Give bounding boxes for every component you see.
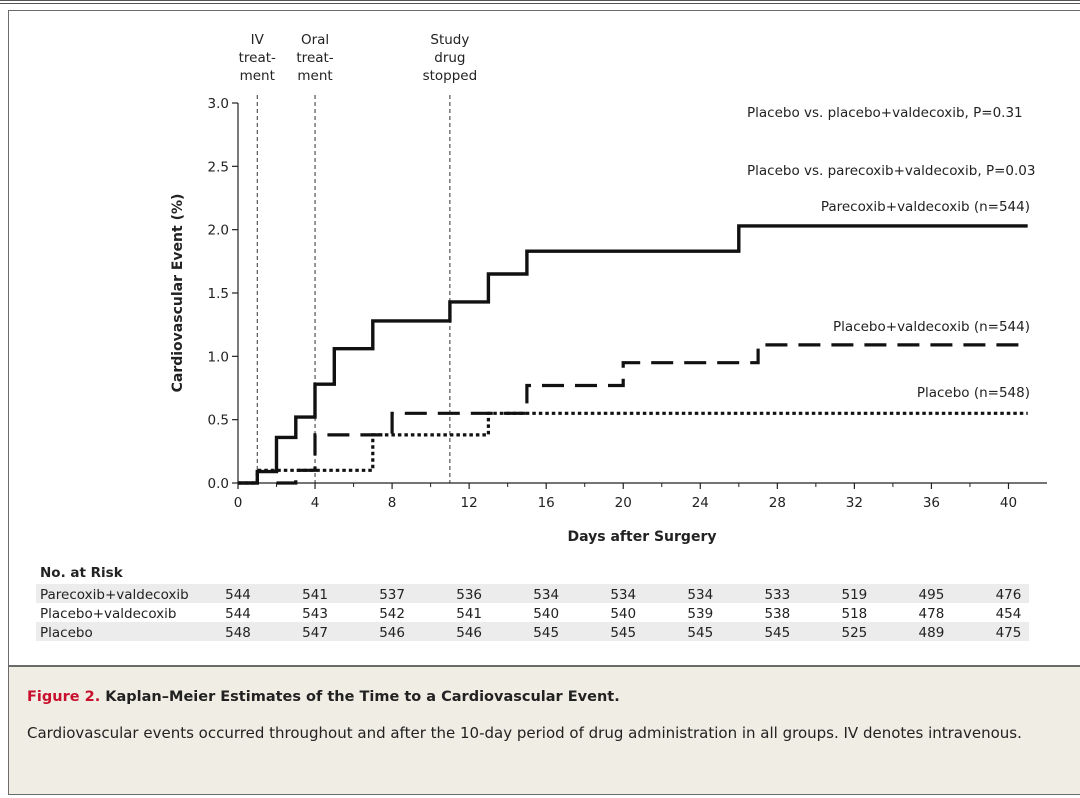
risk-cell: 489 [919, 625, 945, 641]
y-axis-label: Cardiovascular Event (%) [170, 194, 186, 393]
event-label: Oral [301, 32, 329, 48]
risk-row-label: Placebo [40, 625, 93, 641]
risk-cell: 545 [533, 625, 559, 641]
risk-cell: 478 [919, 606, 945, 622]
risk-cell: 537 [379, 587, 405, 603]
risk-cell: 538 [764, 606, 790, 622]
y-tick-label: 0.5 [208, 413, 229, 429]
risk-cell: 534 [610, 587, 636, 603]
risk-cell: 534 [687, 587, 713, 603]
risk-cell: 454 [996, 606, 1022, 622]
risk-cell: 518 [841, 606, 867, 622]
series-label: Placebo (n=548) [917, 385, 1030, 401]
x-tick-label: 28 [769, 495, 786, 511]
axes: Cardiovascular Event (%) Days after Surg… [170, 103, 1047, 545]
x-tick-label: 40 [1000, 495, 1017, 511]
risk-cell: 533 [764, 587, 790, 603]
risk-row-bg [36, 584, 1029, 603]
series-label: Placebo+valdecoxib (n=544) [833, 319, 1030, 335]
event-label: treat- [296, 50, 333, 66]
top-rule-2 [0, 3, 1080, 4]
event-label: IV [251, 32, 265, 48]
event-label: drug [434, 50, 465, 66]
caption-body: Cardiovascular events occurred throughou… [27, 724, 1022, 742]
risk-cell: 544 [225, 587, 251, 603]
risk-cell: 545 [610, 625, 636, 641]
y-tick-label: 2.0 [208, 223, 229, 239]
risk-cell: 536 [456, 587, 482, 603]
risk-cell: 548 [225, 625, 251, 641]
event-markers: IV treat-ment Oral treat-ment Study drug stopp… [239, 32, 478, 483]
risk-row-bg [36, 622, 1029, 641]
caption-heading: Kaplan–Meier Estimates of the Time to a … [105, 689, 620, 705]
risk-cell: 540 [533, 606, 559, 622]
risk-cell: 476 [996, 587, 1022, 603]
y-tick-label: 1.0 [208, 349, 229, 365]
x-tick-label: 0 [234, 495, 243, 511]
series-label: Parecoxib+valdecoxib (n=544) [821, 199, 1030, 215]
x-tick-label: 20 [615, 495, 632, 511]
risk-row-label: Placebo+valdecoxib [40, 606, 177, 622]
risk-cell: 543 [302, 606, 328, 622]
x-tick-label: 24 [692, 495, 709, 511]
x-tick-label: 12 [461, 495, 478, 511]
risk-cell: 544 [225, 606, 251, 622]
event-label: stopped [423, 68, 478, 84]
risk-cell: 534 [533, 587, 559, 603]
risk-cell: 545 [687, 625, 713, 641]
x-tick-label: 16 [538, 495, 555, 511]
annotations: Placebo vs. placebo+valdecoxib, P=0.31 P… [747, 105, 1035, 179]
annotation-p2: Placebo vs. parecoxib+valdecoxib, P=0.03 [747, 163, 1035, 179]
risk-cell: 542 [379, 606, 405, 622]
x-tick-label: 36 [923, 495, 940, 511]
top-rule [0, 0, 1080, 1]
y-tick-label: 2.5 [208, 159, 229, 175]
caption-title: Figure 2. Kaplan–Meier Estimates of the … [27, 689, 620, 705]
risk-cell: 539 [687, 606, 713, 622]
risk-table-title: No. at Risk [40, 565, 124, 581]
risk-cell: 547 [302, 625, 328, 641]
risk-cell: 546 [379, 625, 405, 641]
y-tick-label: 0.0 [208, 476, 229, 492]
x-tick-label: 8 [388, 495, 397, 511]
y-tick-label: 3.0 [208, 96, 229, 112]
risk-cell: 525 [841, 625, 867, 641]
event-label: treat- [239, 50, 276, 66]
risk-cell: 546 [456, 625, 482, 641]
event-label: ment [240, 68, 275, 84]
annotation-p1: Placebo vs. placebo+valdecoxib, P=0.31 [747, 105, 1023, 121]
km-chart: IV treat-ment Oral treat-ment Study drug stopp… [36, 32, 1047, 641]
figure-label: Figure 2. [27, 689, 101, 705]
series-line-solid [238, 224, 1028, 485]
risk-cell: 541 [302, 587, 328, 603]
risk-row-label: Parecoxib+valdecoxib [40, 587, 189, 603]
risk-cell: 541 [456, 606, 482, 622]
axis-ticks: 0 4 8 12 16 20 24 28 32 36 40 0.0 0.5 1.0 1.5 2.0 2.5 3.0 [208, 96, 1018, 511]
risk-cell: 540 [610, 606, 636, 622]
figure-panel [8, 10, 1080, 795]
x-tick-label: 4 [311, 495, 320, 511]
risk-cell: 495 [919, 587, 945, 603]
series [238, 224, 1028, 485]
x-axis-label: Days after Surgery [568, 529, 717, 545]
event-label: ment [297, 68, 332, 84]
risk-cell: 545 [764, 625, 790, 641]
risk-table: No. at Risk Parecoxib+valdecoxib 544 541 53… [36, 565, 1029, 641]
series-line-dotted [238, 411, 1028, 485]
series-labels: Parecoxib+valdecoxib (n=544) Placebo+vald… [821, 199, 1030, 401]
risk-cell: 475 [996, 625, 1022, 641]
figure-caption: Figure 2. Kaplan–Meier Estimates of the … [9, 665, 1080, 794]
y-tick-label: 1.5 [208, 286, 229, 302]
x-tick-label: 32 [846, 495, 863, 511]
risk-cell: 519 [841, 587, 867, 603]
event-label: Study [430, 32, 469, 48]
